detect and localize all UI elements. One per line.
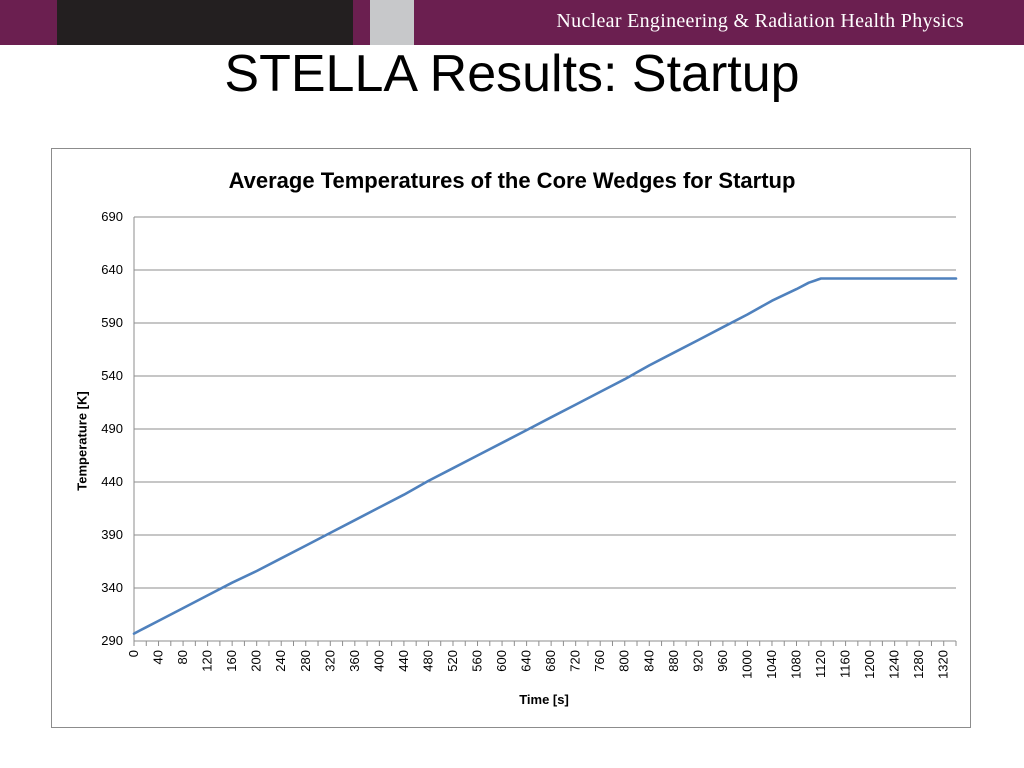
slide-title: STELLA Results: Startup <box>224 45 800 103</box>
x-tick-label: 800 <box>617 650 632 672</box>
x-tick-label: 360 <box>347 650 362 672</box>
y-axis-label: Temperature [K] <box>74 391 90 491</box>
y-tick-label: 640 <box>101 262 123 277</box>
y-tick-label: 490 <box>101 421 123 436</box>
x-tick-label: 1320 <box>936 650 951 679</box>
x-tick-label: 240 <box>273 650 288 672</box>
x-tick-label: 480 <box>420 650 435 672</box>
x-tick-label: 1200 <box>862 650 877 679</box>
x-tick-label: 160 <box>224 650 239 672</box>
x-tick-label: 1120 <box>813 650 828 678</box>
y-tick-label: 590 <box>101 315 123 330</box>
x-tick-label: 320 <box>322 650 337 672</box>
x-tick-label: 840 <box>641 650 656 672</box>
x-tick-label: 760 <box>592 650 607 672</box>
x-tick-label: 720 <box>568 650 583 672</box>
x-tick-label: 280 <box>298 650 313 672</box>
chart-svg: 290 340 390 440 490 540 590 640 690 0 40 80 120 160 20… <box>101 209 958 679</box>
y-tick-label: 340 <box>101 580 123 595</box>
x-tick-label: 0 <box>126 650 141 657</box>
x-tick-label: 200 <box>249 650 264 672</box>
header-org-text: Nuclear Engineering & Radiation Health P… <box>556 10 964 32</box>
x-tick-label: 440 <box>396 650 411 672</box>
x-tick-label: 40 <box>151 650 166 664</box>
x-tick-label: 600 <box>494 650 509 672</box>
y-tick-label: 440 <box>101 474 123 489</box>
x-tick-label: 880 <box>666 650 681 672</box>
x-tick-label: 640 <box>519 650 534 672</box>
x-tick-label: 680 <box>543 650 558 672</box>
x-tick-label: 560 <box>470 650 485 672</box>
header-grey-block <box>370 0 414 45</box>
x-tick-label: 80 <box>175 650 190 664</box>
y-tick-label: 540 <box>101 368 123 383</box>
x-tick-label: 400 <box>371 650 386 672</box>
header-dark-block <box>57 0 353 45</box>
x-tick-label: 1280 <box>911 650 926 679</box>
chart-frame: 290 340 390 440 490 540 590 640 690 0 40 80 120 160 20… <box>51 148 971 728</box>
header-bar: Nuclear Engineering & Radiation Health P… <box>0 0 1024 45</box>
y-tick-label: 690 <box>101 209 123 224</box>
series-line <box>132 277 958 635</box>
x-tick-label: 1080 <box>789 650 804 679</box>
x-tick-label: 960 <box>715 650 730 672</box>
y-tick-label: 390 <box>101 527 123 542</box>
x-tick-label: 120 <box>200 650 215 672</box>
chart-title: Average Temperatures of the Core Wedges … <box>228 168 796 193</box>
x-tick-label: 520 <box>445 650 460 672</box>
x-axis-label: Time [s] <box>519 692 569 707</box>
x-tick-label: 1240 <box>887 650 902 679</box>
x-tick-label: 1040 <box>764 650 779 679</box>
y-tick-label: 290 <box>101 633 123 648</box>
x-tick-label: 920 <box>690 650 705 672</box>
x-tick-label: 1000 <box>739 650 754 679</box>
x-tick-label: 1160 <box>838 650 853 678</box>
